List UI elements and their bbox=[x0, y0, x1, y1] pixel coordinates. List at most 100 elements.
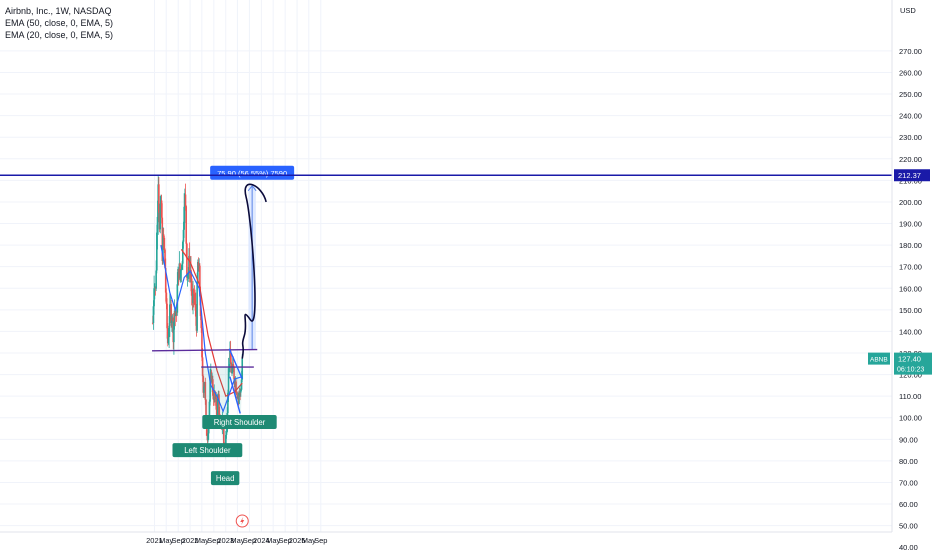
candle-body bbox=[162, 234, 165, 238]
candle-body bbox=[156, 216, 159, 233]
price-tick-label: 80.00 bbox=[899, 457, 918, 466]
pattern-shade bbox=[201, 367, 243, 461]
candlestick-series bbox=[151, 176, 244, 454]
candle-body bbox=[237, 395, 239, 399]
candle-body bbox=[232, 363, 235, 367]
price-tick-label: 100.00 bbox=[899, 414, 922, 423]
candle-body bbox=[203, 386, 205, 393]
measure-label: 75.90 (56.55%) 7590 bbox=[217, 169, 287, 178]
candle-body bbox=[222, 429, 225, 445]
neckline-upper bbox=[152, 348, 258, 352]
candle-body bbox=[165, 292, 168, 304]
time-tick-label: 2022 bbox=[182, 536, 199, 545]
candle-body bbox=[209, 378, 211, 402]
time-tick-label: May bbox=[266, 536, 280, 545]
price-tick-label: 40.00 bbox=[899, 543, 918, 550]
candle-body bbox=[175, 311, 177, 316]
time-tick-label: 2025 bbox=[289, 536, 306, 545]
time-tick-label: Sep bbox=[278, 536, 291, 545]
time-tick-label: May bbox=[195, 536, 209, 545]
candle-body bbox=[197, 262, 199, 282]
time-tick-label: Sep bbox=[243, 536, 256, 545]
ema-50-line bbox=[180, 249, 243, 398]
price-tick-label: 90.00 bbox=[899, 435, 918, 444]
price-tick-label: 230.00 bbox=[899, 133, 922, 142]
candle-body bbox=[199, 265, 201, 297]
price-tick-label: 50.00 bbox=[899, 522, 918, 531]
price-tick-label: 170.00 bbox=[899, 263, 922, 272]
candle-body bbox=[185, 206, 188, 244]
candle-body bbox=[192, 289, 195, 295]
candle-body bbox=[166, 303, 168, 329]
chart-title[interactable]: Airbnb, Inc., 1W, NASDAQ bbox=[5, 6, 112, 16]
candle-body bbox=[204, 382, 207, 400]
candle-body bbox=[171, 320, 173, 324]
candle-body bbox=[215, 397, 218, 410]
chart-grid bbox=[0, 0, 892, 548]
price-axis-bg bbox=[892, 0, 932, 550]
indicator-legend-ema20[interactable]: EMA (20, close, 0, EMA, 5) bbox=[5, 30, 114, 40]
price-tick-label: 150.00 bbox=[899, 306, 922, 315]
candle-body bbox=[190, 269, 192, 279]
candle-body bbox=[228, 363, 231, 369]
price-tick-label: 270.00 bbox=[899, 47, 922, 56]
price-tick-label: 60.00 bbox=[899, 500, 918, 509]
candle-body bbox=[231, 372, 233, 373]
candle-body bbox=[156, 232, 158, 271]
time-tick-label: 2024 bbox=[253, 536, 270, 545]
price-tick-label: 260.00 bbox=[899, 68, 922, 77]
candle-body bbox=[227, 368, 230, 393]
indicator-legend-ema50[interactable]: EMA (50, close, 0, EMA, 5) bbox=[5, 18, 114, 28]
price-tick-label: 250.00 bbox=[899, 90, 922, 99]
candle-body bbox=[180, 269, 183, 271]
candle-body bbox=[207, 433, 209, 441]
candle-body bbox=[182, 229, 185, 242]
candle-body bbox=[208, 401, 211, 421]
candle-body bbox=[241, 358, 244, 380]
drawings[interactable] bbox=[0, 174, 892, 461]
candle-body bbox=[167, 337, 170, 344]
price-tick-label: 110.00 bbox=[899, 392, 921, 401]
candle-body bbox=[233, 366, 235, 380]
candle-body bbox=[210, 371, 213, 383]
candle-body bbox=[164, 249, 166, 268]
candle-body bbox=[192, 289, 194, 304]
candle-body bbox=[205, 399, 207, 423]
candle-body bbox=[170, 304, 172, 324]
candle-body bbox=[176, 284, 179, 313]
resistance-price-tag bbox=[894, 169, 930, 182]
price-tick-label: 160.00 bbox=[899, 284, 922, 293]
last-price-label: 127.40 bbox=[898, 355, 921, 364]
candle-body bbox=[212, 379, 214, 396]
candle-body bbox=[229, 350, 232, 363]
label-left-shoulder: Left Shoulder bbox=[184, 446, 231, 455]
measure-label-bg bbox=[210, 165, 295, 180]
price-tick-label: 180.00 bbox=[899, 241, 922, 250]
price-tick-label: 240.00 bbox=[899, 112, 922, 121]
last-price-tag bbox=[894, 352, 932, 375]
candle-body bbox=[181, 241, 184, 264]
symbol-tag: ABNB bbox=[870, 357, 888, 364]
candle-body bbox=[184, 194, 187, 207]
candle-body bbox=[225, 434, 227, 450]
ema-lines bbox=[160, 244, 243, 413]
candle-body bbox=[227, 392, 229, 413]
candle-body bbox=[238, 391, 241, 397]
symbol-tag-bg bbox=[868, 352, 890, 365]
candle-body bbox=[235, 381, 237, 393]
pattern-labels: Left Shoulder Head Right Shoulder bbox=[172, 415, 277, 486]
candle-body bbox=[218, 394, 220, 415]
candle-body bbox=[158, 184, 160, 213]
candle-body bbox=[173, 310, 176, 322]
time-axis-bg bbox=[0, 532, 892, 550]
time-tick-label: 2021 bbox=[146, 536, 163, 545]
price-range-measure[interactable]: 75.90 (56.55%) 7590 bbox=[210, 165, 295, 350]
candle-body bbox=[202, 376, 205, 393]
currency-label: USD bbox=[900, 6, 916, 15]
candle-body bbox=[160, 200, 163, 218]
candle-body bbox=[200, 316, 203, 329]
label-head: Head bbox=[216, 474, 235, 483]
countdown-label: 06:10:23 bbox=[897, 367, 924, 374]
